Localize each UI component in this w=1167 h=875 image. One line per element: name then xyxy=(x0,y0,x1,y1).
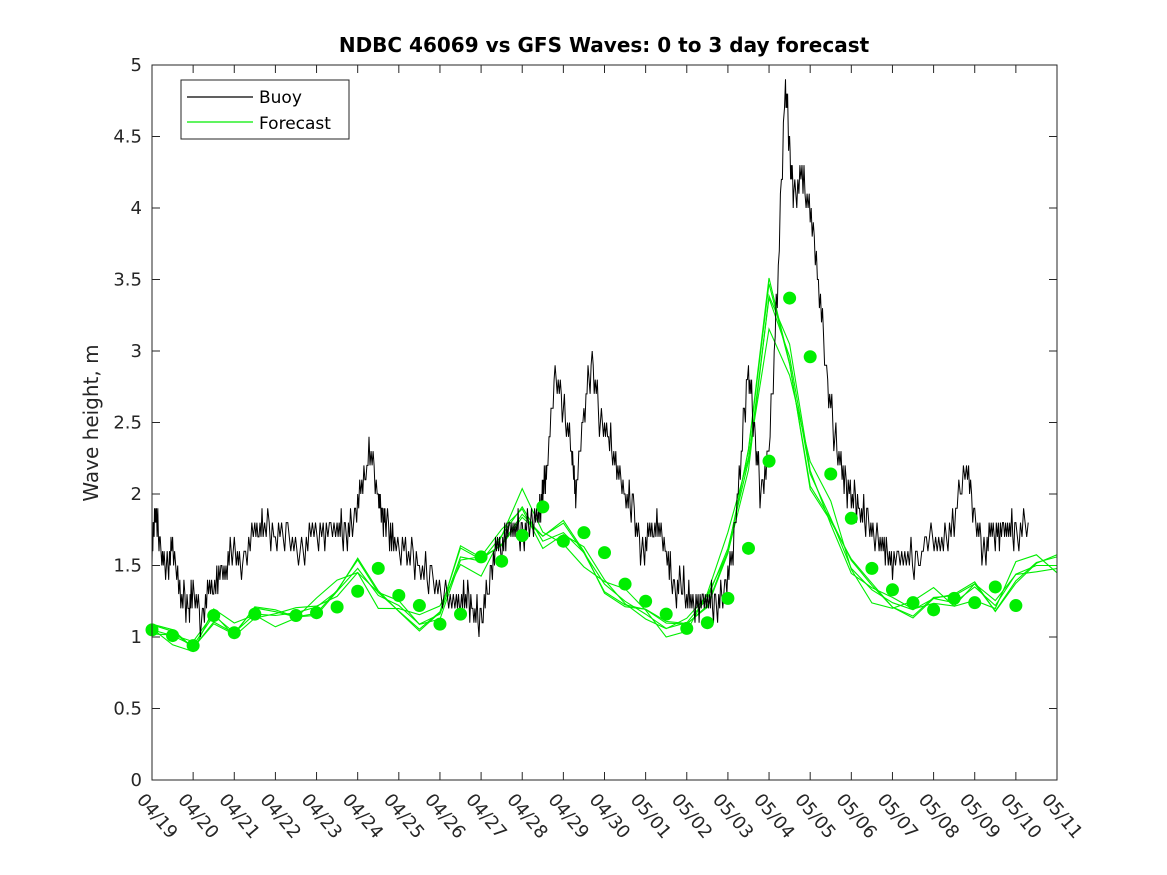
forecast-point xyxy=(474,550,488,564)
forecast-point xyxy=(968,596,982,610)
forecast-point xyxy=(330,600,344,614)
forecast-point xyxy=(433,617,447,631)
forecast-point xyxy=(207,609,221,623)
forecast-line xyxy=(151,293,1058,643)
y-tick-label: 2.5 xyxy=(113,413,142,434)
forecast-point xyxy=(515,528,529,542)
forecast-point xyxy=(762,454,776,468)
legend-buoy-label: Buoy xyxy=(259,88,302,108)
forecast-point xyxy=(803,350,817,364)
forecast-point xyxy=(166,629,180,643)
forecast-point xyxy=(289,609,303,623)
y-tick-label: 0 xyxy=(131,770,142,791)
forecast-point xyxy=(412,599,426,613)
y-tick-label: 5 xyxy=(131,55,142,76)
y-tick-label: 4 xyxy=(131,198,142,219)
forecast-point xyxy=(700,616,714,630)
forecast-point xyxy=(865,561,879,575)
buoy-series-line xyxy=(151,79,1029,638)
forecast-point xyxy=(577,526,591,540)
y-tick-label: 0.5 xyxy=(113,699,142,720)
forecast-point xyxy=(988,580,1002,594)
forecast-point xyxy=(741,541,755,555)
forecast-point xyxy=(618,577,632,591)
forecast-point xyxy=(927,603,941,617)
forecast-point xyxy=(186,639,200,653)
forecast-series-lines xyxy=(151,277,1058,653)
forecast-point xyxy=(495,554,509,568)
y-axis-label: Wave height, m xyxy=(79,344,103,501)
chart-title: NDBC 46069 vs GFS Waves: 0 to 3 day fore… xyxy=(339,33,870,57)
forecast-series-dots xyxy=(145,291,1023,653)
legend-box xyxy=(180,79,350,140)
y-tick-label: 1 xyxy=(131,627,142,648)
forecast-point xyxy=(947,591,961,605)
y-tick-label: 1.5 xyxy=(113,556,142,577)
forecast-point xyxy=(227,626,241,640)
forecast-point xyxy=(906,596,920,610)
forecast-line xyxy=(151,283,1058,649)
forecast-point xyxy=(556,534,570,548)
forecast-line xyxy=(151,277,1058,649)
forecast-point xyxy=(721,591,735,605)
plot-frame xyxy=(151,64,1058,781)
forecast-point xyxy=(1009,599,1023,613)
forecast-point xyxy=(392,589,406,603)
y-tick-label: 4.5 xyxy=(113,127,142,148)
y-tick-label: 3 xyxy=(131,341,142,362)
forecast-point xyxy=(454,607,468,621)
forecast-point xyxy=(310,606,324,620)
forecast-point xyxy=(536,500,550,514)
forecast-point xyxy=(680,621,694,635)
buoy-line-trace xyxy=(151,79,1029,638)
forecast-point xyxy=(783,291,797,305)
y-tick-label: 2 xyxy=(131,484,142,505)
y-tick-label: 3.5 xyxy=(113,270,142,291)
forecast-point xyxy=(639,594,653,608)
y-axis: 0 0.5 1 1.5 2 2.5 3 3.5 4 4.5 5 xyxy=(113,55,1057,791)
forecast-point xyxy=(844,511,858,525)
forecast-line xyxy=(151,327,1058,653)
forecast-point xyxy=(371,561,385,575)
forecast-point xyxy=(885,583,899,597)
forecast-point xyxy=(824,467,838,481)
legend-forecast-label: Forecast xyxy=(259,114,331,134)
forecast-point xyxy=(351,584,365,598)
forecast-point xyxy=(659,607,673,621)
legend: Buoy Forecast xyxy=(180,79,350,140)
forecast-point xyxy=(598,546,611,560)
forecast-point xyxy=(248,607,262,621)
